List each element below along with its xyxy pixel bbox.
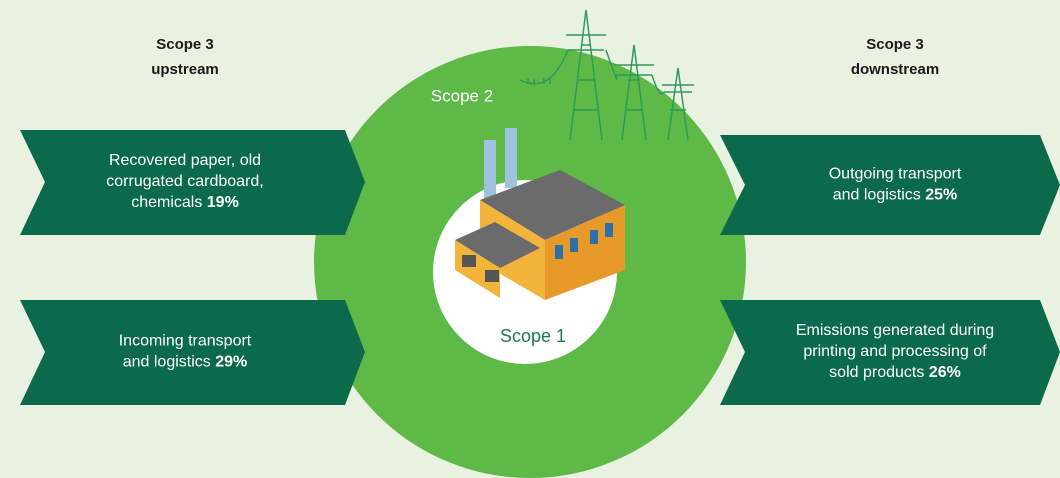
text-line: chemicals [131, 194, 202, 211]
text-line: and logistics [123, 354, 211, 371]
downstream-heading: Scope 3 [866, 36, 924, 53]
text-line: sold products [829, 364, 924, 381]
text-line: Emissions generated during [796, 322, 994, 339]
arrow-text: Outgoing transport [829, 166, 962, 183]
percentage: 26% [929, 364, 961, 381]
arrow-text: sold products 26% [829, 364, 961, 381]
percentage: 25% [925, 187, 957, 204]
arrow-text: corrugated cardboard, [106, 173, 263, 190]
downstream-heading: downstream [851, 61, 939, 78]
arrow-text: Emissions generated during [796, 322, 994, 339]
scope-2-label: Scope 2 [431, 86, 493, 105]
text-line: and logistics [833, 187, 921, 204]
text-line: Recovered paper, old [109, 152, 261, 169]
upstream-heading: Scope 3 [156, 36, 214, 53]
text-line: corrugated cardboard, [106, 173, 263, 190]
scope-1-label: Scope 1 [500, 326, 566, 346]
percentage: 29% [215, 354, 247, 371]
arrow-text: and logistics 25% [833, 187, 958, 204]
arrow-text: chemicals 19% [131, 194, 239, 211]
text-line: Outgoing transport [829, 166, 962, 183]
arrow-text: printing and processing of [803, 343, 987, 360]
arrow [20, 300, 365, 405]
text-line: printing and processing of [803, 343, 987, 360]
diagram: Scope 2 Scope 1 Scope 3 upstream Scope 3… [0, 0, 1060, 478]
upstream-heading: upstream [151, 61, 219, 78]
percentage: 19% [207, 194, 239, 211]
arrow-text: Recovered paper, old [109, 152, 261, 169]
arrow-text: and logistics 29% [123, 354, 248, 371]
text-line: Incoming transport [119, 333, 252, 350]
arrow-text: Incoming transport [119, 333, 252, 350]
arrow [720, 135, 1060, 235]
